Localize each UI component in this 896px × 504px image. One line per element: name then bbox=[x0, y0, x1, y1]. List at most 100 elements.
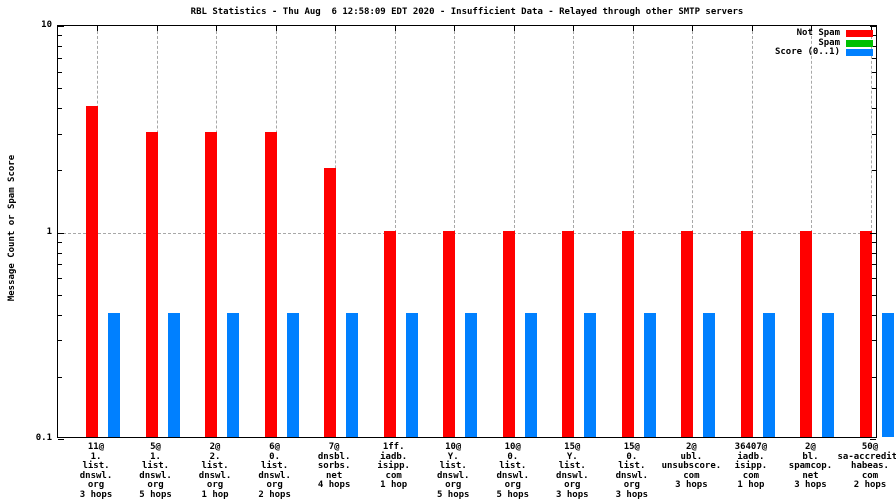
x-axis-tick bbox=[394, 26, 396, 31]
bar-not-spam bbox=[860, 230, 872, 437]
bar-score bbox=[465, 312, 478, 437]
legend-item-label: Not Spam bbox=[796, 28, 840, 38]
bar-not-spam bbox=[502, 230, 515, 437]
bar-not-spam bbox=[800, 230, 813, 437]
bar-score bbox=[108, 312, 120, 437]
x-axis-tick bbox=[573, 26, 575, 31]
bar-not-spam bbox=[443, 230, 456, 437]
x-axis-tick bbox=[692, 26, 694, 31]
y-axis-minor-tick bbox=[872, 88, 876, 90]
x-axis-category-label: 10@ 0. list. dnswl. org 5 hops bbox=[496, 442, 530, 500]
y-axis-minor-tick bbox=[58, 376, 62, 378]
y-axis-minor-tick bbox=[872, 340, 876, 342]
y-axis-minor-tick bbox=[58, 71, 62, 73]
bar-not-spam bbox=[264, 131, 277, 437]
bar-not-spam bbox=[681, 230, 694, 437]
x-axis-tick bbox=[216, 26, 218, 31]
x-axis-category-label: 2@ 2. list. dnswl. org 1 hop bbox=[198, 442, 232, 500]
y-axis-minor-tick bbox=[872, 252, 876, 254]
bar-score bbox=[584, 312, 597, 437]
y-axis-tick-labels: 10 1 0.1 bbox=[0, 0, 52, 504]
bar-score bbox=[882, 312, 894, 437]
y-axis-tick-label: 1 bbox=[46, 226, 52, 237]
x-axis-tick bbox=[454, 26, 456, 31]
bar-score bbox=[524, 312, 537, 437]
x-axis-category-label: 6@ 0. list. dnswl. org 2 hops bbox=[258, 442, 291, 500]
y-axis-minor-tick bbox=[872, 108, 876, 110]
y-axis-minor-tick bbox=[58, 264, 62, 266]
y-axis-minor-tick bbox=[58, 88, 62, 90]
legend-item: Score (0..1) bbox=[774, 47, 873, 58]
legend-color-swatch bbox=[846, 39, 873, 47]
x-axis-category-label: 7@ dnsbl. sorbs. net 4 hops bbox=[317, 442, 351, 490]
bar-not-spam bbox=[86, 106, 98, 437]
y-axis-minor-tick bbox=[872, 241, 876, 243]
legend-item: Spam bbox=[775, 38, 873, 49]
bar-not-spam bbox=[324, 168, 337, 437]
bar-score bbox=[346, 312, 359, 437]
x-axis-category-label: 1ff. iadb. isipp. com 1 hop bbox=[377, 442, 410, 490]
bar-score bbox=[405, 312, 418, 437]
plot-area: Not Spam Spam Score (0..1) bbox=[57, 25, 894, 440]
y-axis-minor-tick bbox=[872, 35, 876, 37]
y-axis-minor-tick bbox=[58, 35, 62, 37]
x-axis-tick bbox=[335, 26, 337, 31]
y-axis-minor-tick bbox=[872, 314, 876, 316]
y-axis-minor-tick bbox=[58, 241, 62, 243]
bar-score bbox=[227, 312, 240, 437]
x-axis-category-label: 2@ bl. spamcop. net 3 hops bbox=[788, 442, 833, 490]
x-axis-tick bbox=[513, 26, 515, 31]
bar-score bbox=[286, 312, 299, 437]
bar-not-spam bbox=[740, 230, 753, 437]
legend: Not Spam Spam Score (0..1) bbox=[774, 28, 873, 58]
y-axis-minor-tick bbox=[872, 278, 876, 280]
x-axis-tick bbox=[275, 26, 277, 31]
y-axis-minor-tick bbox=[58, 252, 62, 254]
legend-color-swatch bbox=[846, 30, 873, 38]
y-axis-major-tick bbox=[58, 26, 64, 27]
x-axis-tick bbox=[751, 26, 753, 31]
y-axis-minor-tick bbox=[872, 71, 876, 73]
bar-not-spam bbox=[145, 131, 158, 437]
bar-not-spam bbox=[562, 230, 575, 437]
bar-score bbox=[643, 312, 656, 437]
y-axis-minor-tick bbox=[872, 294, 876, 296]
y-axis-minor-tick bbox=[872, 264, 876, 266]
x-axis-category-label: 15@ 0. list. dnswl. org 3 hops bbox=[615, 442, 649, 500]
bar-score bbox=[762, 312, 775, 437]
legend-item-label: Score (0..1) bbox=[774, 47, 840, 57]
x-axis-tick bbox=[871, 26, 872, 31]
bar-not-spam bbox=[621, 230, 634, 437]
bar-score bbox=[822, 312, 835, 437]
y-axis-tick-label: 0.1 bbox=[35, 433, 52, 443]
legend-item: Not Spam bbox=[775, 28, 873, 39]
y-axis-major-tick bbox=[58, 232, 64, 234]
x-axis-category-label: 10@ Y. list. dnswl. org 5 hops bbox=[436, 442, 470, 500]
y-axis-minor-tick bbox=[872, 133, 876, 135]
y-axis-major-tick bbox=[870, 26, 876, 27]
x-axis-tick bbox=[632, 26, 634, 31]
x-axis-tick bbox=[97, 26, 98, 31]
y-axis-minor-tick bbox=[872, 376, 876, 378]
bar-not-spam bbox=[205, 131, 218, 437]
y-axis-minor-tick bbox=[58, 170, 62, 172]
y-axis-major-tick bbox=[58, 439, 64, 440]
bar-score bbox=[703, 312, 716, 437]
bar-not-spam bbox=[383, 230, 396, 437]
y-axis-minor-tick bbox=[58, 340, 62, 342]
y-axis-minor-tick bbox=[58, 314, 62, 316]
y-axis-minor-tick bbox=[58, 46, 62, 47]
y-axis-minor-tick bbox=[58, 57, 62, 59]
y-axis-major-tick bbox=[870, 232, 876, 234]
y-axis-minor-tick bbox=[872, 170, 876, 172]
y-axis-minor-tick bbox=[872, 57, 876, 59]
x-axis-category-label: 5@ 1. list. dnswl. org 5 hops bbox=[139, 442, 172, 500]
y-axis-minor-tick bbox=[58, 108, 62, 110]
x-axis-tick bbox=[811, 26, 813, 31]
x-axis-category-label: 2@ ubl. unsubscore. com 3 hops bbox=[661, 442, 722, 490]
x-axis-category-label: 50@ sa-accredit. habeas. com 2 hops bbox=[837, 442, 896, 490]
legend-color-swatch bbox=[846, 49, 873, 57]
x-axis-category-label: 11@ 1. list. dnswl. org 3 hops bbox=[79, 442, 113, 500]
